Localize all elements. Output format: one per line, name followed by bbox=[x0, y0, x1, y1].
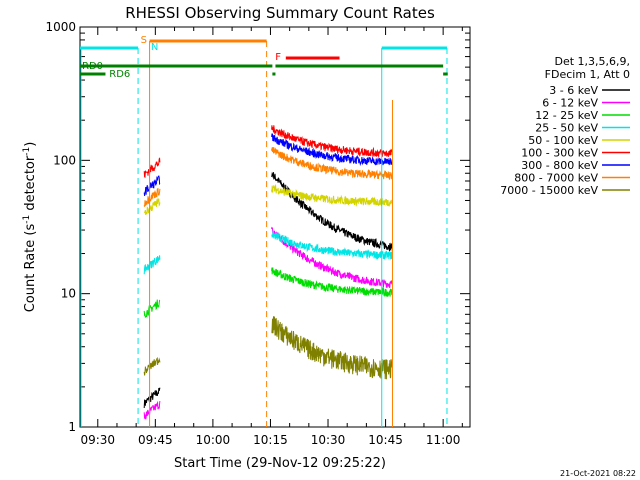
rd0-flag-label: RD0 bbox=[82, 61, 103, 72]
legend-entry-label: 3 - 6 keV bbox=[549, 84, 598, 97]
series-line-3 bbox=[143, 230, 393, 275]
y-axis-label-sup: -1 bbox=[22, 215, 32, 224]
legend-header-line-1: Det 1,3,5,6,9, bbox=[554, 55, 630, 68]
x-tick-label: 11:00 bbox=[426, 433, 461, 447]
y-tick-label: 10 bbox=[61, 287, 76, 301]
y-tick-label: 1000 bbox=[45, 20, 76, 34]
x-tick-label: 10:00 bbox=[196, 433, 231, 447]
x-tick-label: 10:15 bbox=[253, 433, 288, 447]
legend-entry-label: 6 - 12 keV bbox=[542, 97, 598, 110]
legend-entry-label: 800 - 7000 keV bbox=[514, 172, 598, 185]
legend-entry-label: 300 - 800 keV bbox=[521, 159, 598, 172]
legend: Det 1,3,5,6,9, FDecim 1, Att 0 3 - 6 keV… bbox=[500, 55, 630, 197]
plot-area bbox=[79, 26, 471, 428]
series-line-8 bbox=[143, 316, 393, 380]
series-line-0 bbox=[143, 171, 393, 409]
chart-title: RHESSI Observing Summary Count Rates bbox=[125, 4, 435, 22]
y-tick-label: 1 bbox=[68, 420, 76, 434]
legend-header-line-2: FDecim 1, Att 0 bbox=[545, 68, 630, 81]
legend-entry-label: 50 - 100 keV bbox=[528, 134, 598, 147]
y-tick-label: 100 bbox=[53, 153, 76, 167]
legend-entry-label: 100 - 300 keV bbox=[521, 147, 598, 160]
axis-ticks: 09:30 09:45 10:00 10:15 10:30 10:45 11:00 1 10 10… bbox=[45, 20, 470, 447]
rd6-flag-label: RD6 bbox=[109, 69, 130, 80]
x-tick-label: 09:45 bbox=[138, 433, 173, 447]
y-axis-label: Count Rate (s-1 detector-1) bbox=[22, 142, 38, 313]
timestamp: 21-Oct-2021 08:22 bbox=[560, 469, 636, 478]
series-line-6 bbox=[143, 133, 393, 196]
x-tick-label: 09:30 bbox=[80, 433, 115, 447]
x-tick-label: 10:30 bbox=[311, 433, 346, 447]
series-line-2 bbox=[143, 267, 393, 318]
flare-flag-label: F bbox=[275, 52, 281, 63]
y-axis-label-main: Count Rate (s bbox=[23, 224, 38, 313]
legend-entry-label: 12 - 25 keV bbox=[535, 109, 598, 122]
y-axis-label-mid: detector bbox=[23, 155, 38, 215]
series-line-4 bbox=[143, 183, 393, 216]
legend-entry-label: 25 - 50 keV bbox=[535, 122, 598, 135]
x-tick-label: 10:45 bbox=[368, 433, 403, 447]
legend-entry-label: 7000 - 15000 keV bbox=[500, 184, 598, 197]
night-flag-label: N bbox=[151, 42, 158, 53]
series-line-5 bbox=[143, 125, 393, 178]
series-line-1 bbox=[143, 226, 393, 420]
data-series-layer bbox=[143, 125, 393, 420]
y-axis-label-end: ) bbox=[23, 142, 38, 147]
x-axis-label: Start Time (29-Nov-12 09:25:22) bbox=[174, 456, 386, 471]
series-line-7 bbox=[143, 147, 393, 207]
y-axis-label-sup2: -1 bbox=[22, 147, 32, 156]
flag-layer: SN F RD0 RD6 bbox=[80, 35, 448, 427]
saa-flag-label: S bbox=[141, 35, 147, 46]
